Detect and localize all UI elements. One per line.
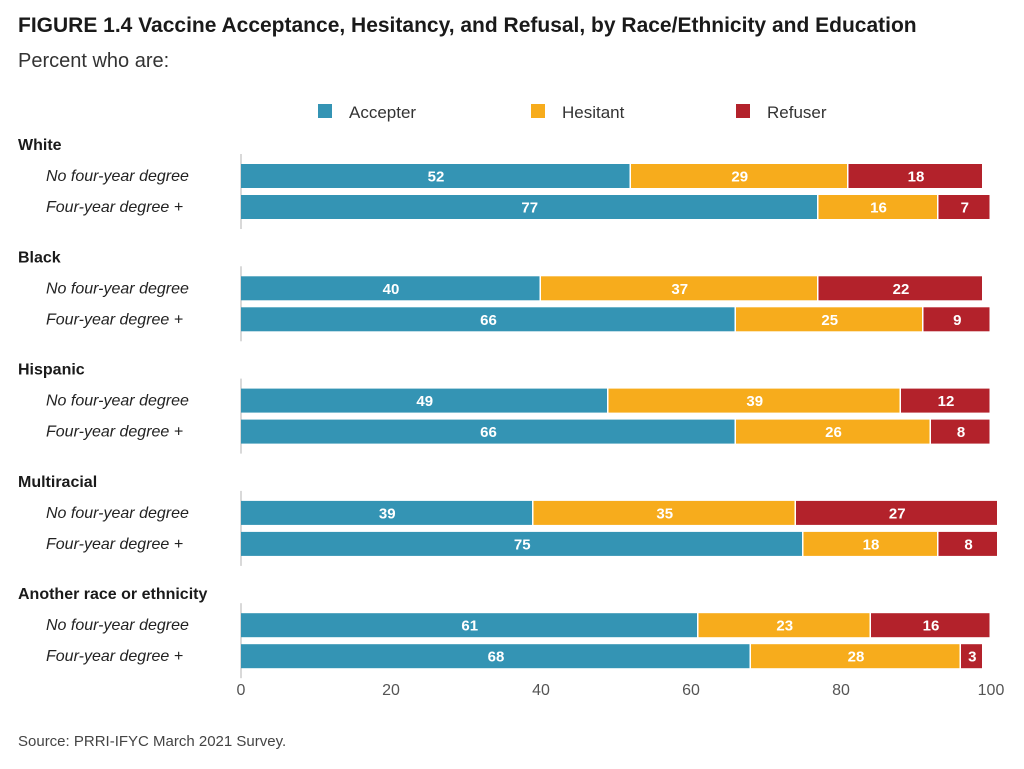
- data-label: 25: [821, 312, 838, 329]
- bar-segment-accepter: [241, 164, 630, 188]
- row-label: No four-year degree: [46, 168, 189, 185]
- bar-segment-refuser: [938, 195, 990, 219]
- bar-segment-refuser: [901, 388, 990, 413]
- data-label: 39: [379, 505, 396, 522]
- data-label: 68: [488, 649, 505, 666]
- chart-subtitle: Percent who are:: [18, 50, 170, 72]
- x-tick-label: 60: [682, 682, 700, 699]
- bar-segment-refuser: [961, 644, 982, 669]
- data-label: 61: [461, 618, 478, 635]
- row-label: Four-year degree +: [46, 311, 183, 328]
- bar-segment-refuser: [938, 531, 997, 556]
- data-label: 37: [671, 281, 688, 298]
- data-label: 8: [957, 424, 965, 441]
- data-label: 29: [731, 169, 748, 186]
- data-label: 16: [870, 200, 887, 217]
- data-label: 7: [961, 200, 969, 217]
- data-label: 66: [480, 312, 497, 329]
- data-label: 12: [938, 393, 955, 410]
- legend-swatch-accepter: [318, 104, 332, 118]
- chart-title: FIGURE 1.4 Vaccine Acceptance, Hesitancy…: [18, 14, 917, 37]
- bar-segment-hesitant: [698, 613, 870, 638]
- bar-segment-hesitant: [803, 531, 937, 556]
- bar-segment-hesitant: [541, 276, 817, 301]
- data-label: 39: [746, 393, 763, 410]
- group-label: White: [18, 137, 62, 154]
- data-label: 40: [383, 281, 400, 298]
- bar-segment-accepter: [241, 419, 735, 444]
- bar-segment-hesitant: [736, 419, 930, 444]
- data-label: 75: [514, 536, 531, 553]
- row-label: Four-year degree +: [46, 199, 183, 216]
- bar-segment-accepter: [241, 307, 735, 332]
- chart-source: Source: PRRI-IFYC March 2021 Survey.: [18, 733, 287, 750]
- bar-segment-accepter: [241, 276, 540, 301]
- x-tick-label: 20: [382, 682, 400, 699]
- bar-segment-accepter: [241, 500, 532, 525]
- bar-segment-refuser: [796, 500, 997, 525]
- legend-label: Accepter: [349, 103, 416, 122]
- row-label: Four-year degree +: [46, 536, 183, 553]
- data-label: 27: [889, 505, 906, 522]
- row-label: No four-year degree: [46, 393, 189, 410]
- data-label: 26: [825, 424, 842, 441]
- group-label: Multiracial: [18, 474, 97, 491]
- bar-segment-accepter: [241, 195, 817, 219]
- data-label: 18: [908, 169, 925, 186]
- bar-segment-accepter: [241, 644, 750, 669]
- row-label: No four-year degree: [46, 280, 189, 297]
- x-tick-label: 0: [237, 682, 246, 699]
- x-tick-label: 100: [978, 682, 1005, 699]
- bar-segment-hesitant: [631, 164, 847, 188]
- data-label: 16: [923, 618, 940, 635]
- bar-segment-refuser: [848, 164, 982, 188]
- data-label: 3: [968, 649, 976, 666]
- legend-label: Hesitant: [562, 103, 625, 122]
- bar-segment-hesitant: [818, 195, 937, 219]
- data-label: 18: [863, 536, 880, 553]
- bar-segment-refuser: [931, 419, 990, 444]
- legend-label: Refuser: [767, 103, 827, 122]
- data-label: 28: [848, 649, 865, 666]
- bar-segment-refuser: [818, 276, 982, 301]
- data-label: 49: [416, 393, 433, 410]
- data-label: 22: [893, 281, 910, 298]
- data-label: 52: [428, 169, 445, 186]
- data-label: 35: [656, 505, 673, 522]
- bar-segment-accepter: [241, 613, 697, 638]
- row-label: Four-year degree +: [46, 424, 183, 441]
- row-label: No four-year degree: [46, 505, 189, 522]
- bar-segment-accepter: [241, 388, 607, 413]
- group-label: Black: [18, 249, 61, 266]
- legend-swatch-hesitant: [531, 104, 545, 118]
- data-label: 9: [953, 312, 961, 329]
- data-label: 8: [964, 536, 972, 553]
- group-label: Hispanic: [18, 362, 85, 379]
- bar-segment-hesitant: [751, 644, 960, 669]
- bar-segment-hesitant: [608, 388, 900, 413]
- bar-segment-hesitant: [533, 500, 795, 525]
- data-label: 23: [776, 618, 793, 635]
- bar-segment-accepter: [241, 531, 802, 556]
- bar-segment-refuser: [923, 307, 990, 332]
- data-label: 66: [480, 424, 497, 441]
- bar-segment-refuser: [871, 613, 990, 638]
- row-label: Four-year degree +: [46, 648, 183, 665]
- bar-segment-hesitant: [736, 307, 922, 332]
- group-label: Another race or ethnicity: [18, 586, 207, 603]
- row-label: No four-year degree: [46, 617, 189, 634]
- data-label: 77: [521, 200, 538, 217]
- x-tick-label: 40: [532, 682, 550, 699]
- legend-swatch-refuser: [736, 104, 750, 118]
- x-tick-label: 80: [832, 682, 850, 699]
